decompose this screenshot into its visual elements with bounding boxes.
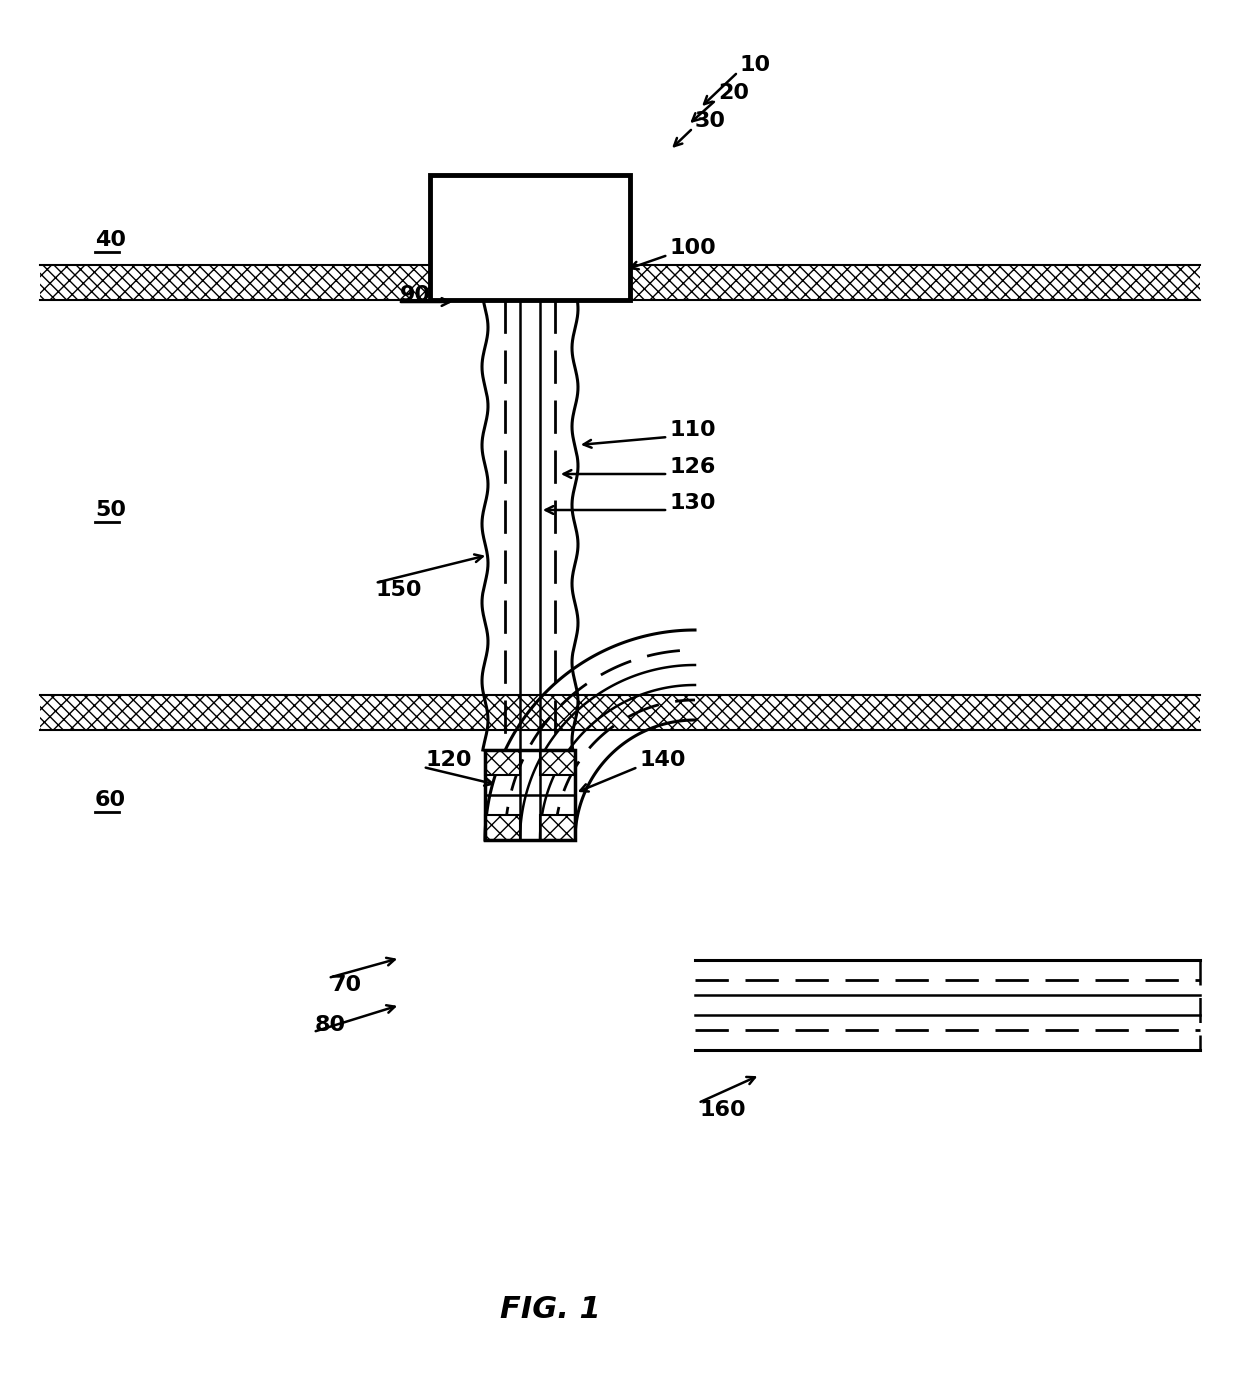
Text: 80: 80 xyxy=(315,1015,346,1034)
Text: 20: 20 xyxy=(718,84,749,103)
Text: 130: 130 xyxy=(670,493,717,513)
Text: 50: 50 xyxy=(95,500,126,520)
Text: 90: 90 xyxy=(401,284,432,305)
Bar xyxy=(539,750,575,775)
Bar xyxy=(485,750,520,775)
Text: 40: 40 xyxy=(95,230,126,250)
Text: FIG. 1: FIG. 1 xyxy=(500,1295,600,1324)
Text: 120: 120 xyxy=(425,750,471,769)
Bar xyxy=(40,696,1200,730)
Text: 100: 100 xyxy=(670,238,717,258)
Text: 140: 140 xyxy=(640,750,687,769)
Text: 30: 30 xyxy=(694,112,725,131)
Bar xyxy=(539,815,575,841)
Bar xyxy=(40,265,1200,300)
Text: 126: 126 xyxy=(670,457,717,477)
Text: 160: 160 xyxy=(701,1100,746,1119)
Bar xyxy=(485,815,520,841)
Bar xyxy=(40,265,1200,300)
Text: 60: 60 xyxy=(95,790,126,810)
Bar xyxy=(485,750,575,841)
Text: 10: 10 xyxy=(740,54,771,75)
Text: 70: 70 xyxy=(330,974,361,995)
Text: 110: 110 xyxy=(670,420,717,441)
Bar xyxy=(430,176,630,300)
Text: 150: 150 xyxy=(374,580,422,599)
Bar xyxy=(40,696,1200,730)
